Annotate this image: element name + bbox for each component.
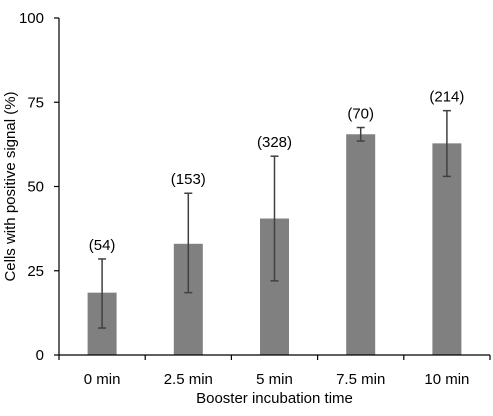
- y-tick-marks: [54, 17, 59, 356]
- x-axis-title: Booster incubation time: [196, 390, 353, 407]
- bar: [432, 143, 462, 355]
- x-tick-marks: [58, 355, 491, 360]
- x-tick-label: 2.5 min: [164, 371, 213, 388]
- error-bars: [98, 109, 451, 329]
- x-tick-label: 7.5 min: [336, 371, 385, 388]
- x-tick-label: 0 min: [84, 371, 121, 388]
- x-tick-label: 10 min: [424, 371, 469, 388]
- x-tick-label: 5 min: [256, 371, 293, 388]
- y-tick-label: 100: [19, 10, 44, 27]
- y-tick-label: 25: [27, 263, 44, 280]
- data-label: (214): [429, 89, 464, 106]
- data-label: (70): [347, 106, 374, 123]
- error-bar: [442, 109, 451, 178]
- data-label: (153): [171, 171, 206, 188]
- error-bar: [184, 192, 193, 294]
- bar: [346, 134, 376, 355]
- x-tick-labels: 0 min 2.5 min 5 min 7.5 min 10 min: [84, 371, 470, 388]
- y-tick-label: 75: [27, 94, 44, 111]
- y-tick-label: 0: [36, 347, 44, 364]
- data-labels: (54) (153) (328) (70) (214): [89, 89, 465, 254]
- error-bar: [98, 258, 107, 329]
- y-tick-label: 50: [27, 179, 44, 196]
- data-label: (54): [89, 237, 116, 254]
- error-bar: [356, 126, 365, 142]
- error-bar: [270, 155, 279, 282]
- y-tick-labels: 0 25 50 75 100: [19, 10, 44, 364]
- y-axis-title: Cells with positive signal (%): [2, 91, 19, 281]
- data-label: (328): [257, 134, 292, 151]
